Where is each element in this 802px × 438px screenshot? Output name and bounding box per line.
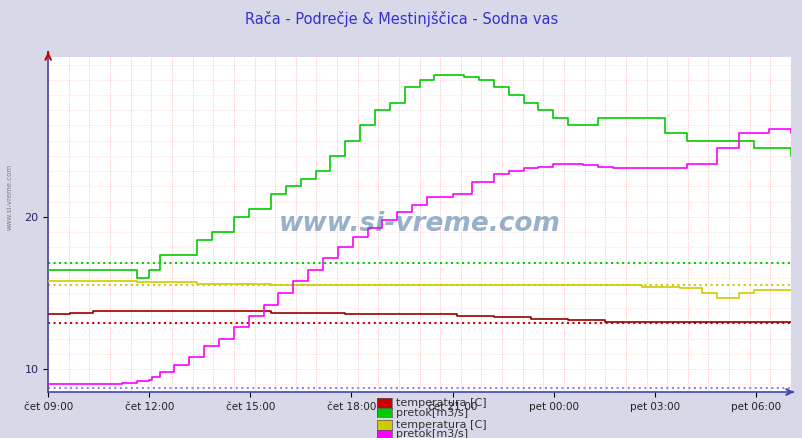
Text: pretok[m3/s]: pretok[m3/s] — [395, 408, 468, 417]
Text: www.si-vreme.com: www.si-vreme.com — [278, 212, 560, 237]
Text: pretok[m3/s]: pretok[m3/s] — [395, 430, 468, 438]
Text: temperatura [C]: temperatura [C] — [395, 420, 486, 430]
Text: temperatura [C]: temperatura [C] — [395, 398, 486, 408]
Text: Rača - Podrečje & Mestinjščica - Sodna vas: Rača - Podrečje & Mestinjščica - Sodna v… — [245, 11, 557, 27]
Text: www.si-vreme.com: www.si-vreme.com — [6, 164, 12, 230]
